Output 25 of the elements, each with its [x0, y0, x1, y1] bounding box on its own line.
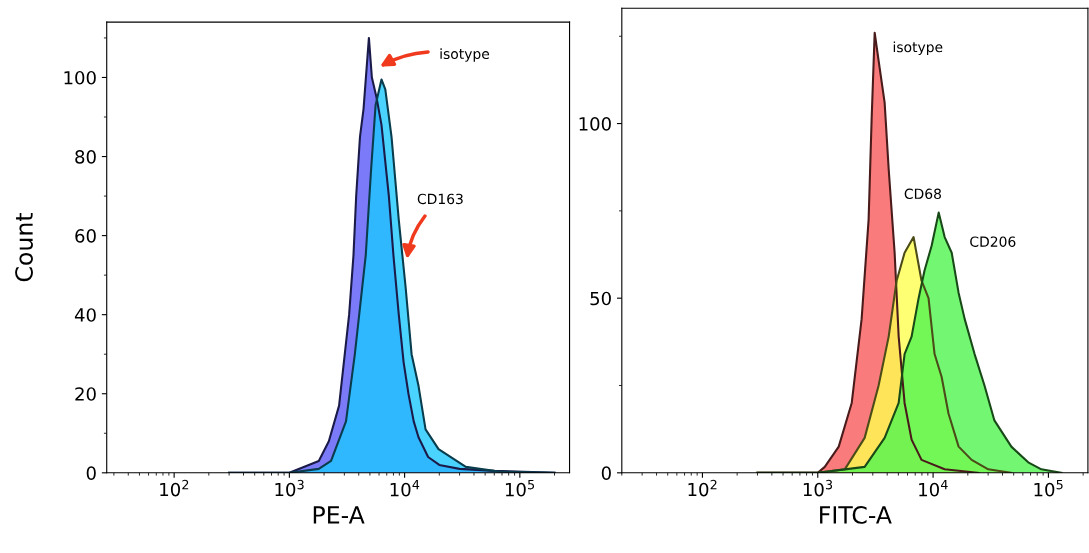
annotation: isotype: [893, 41, 943, 55]
y-tick-label: 100: [579, 117, 611, 131]
annotation: CD206: [970, 236, 1016, 247]
y-tick-label: 40: [74, 308, 96, 322]
y-tick-label: 20: [75, 387, 96, 401]
x-tick-label: 10$^{5}$: [1034, 480, 1063, 497]
x-tick-label: 10$^{2}$: [160, 479, 189, 497]
x-axis-title: FITC-A: [820, 505, 892, 524]
y-tick-label: 80: [75, 150, 96, 164]
y-tick-label: 0: [601, 466, 611, 480]
y-tick-label: 50: [590, 291, 611, 306]
x-tick-label: 10$^{2}$: [688, 479, 717, 497]
x-tick-label: 10$^{5}$: [505, 480, 535, 497]
y-tick-label: 0: [86, 466, 96, 480]
y-tick-label: 100: [64, 70, 96, 85]
x-tick-label: 10$^{3}$: [803, 479, 833, 497]
annotation: CD163: [417, 193, 463, 205]
annotation: CD68: [904, 188, 941, 200]
y-axis-title: Count: [15, 212, 33, 282]
annotation: isotype: [440, 48, 490, 62]
x-axis-title: PE-A: [313, 506, 365, 524]
x-tick-label: 10$^{3}$: [275, 479, 304, 497]
y-tick-label: 60: [75, 229, 96, 243]
x-tick-label: 10$^{4}$: [919, 480, 948, 497]
x-tick-label: 10$^{4}$: [390, 480, 420, 497]
